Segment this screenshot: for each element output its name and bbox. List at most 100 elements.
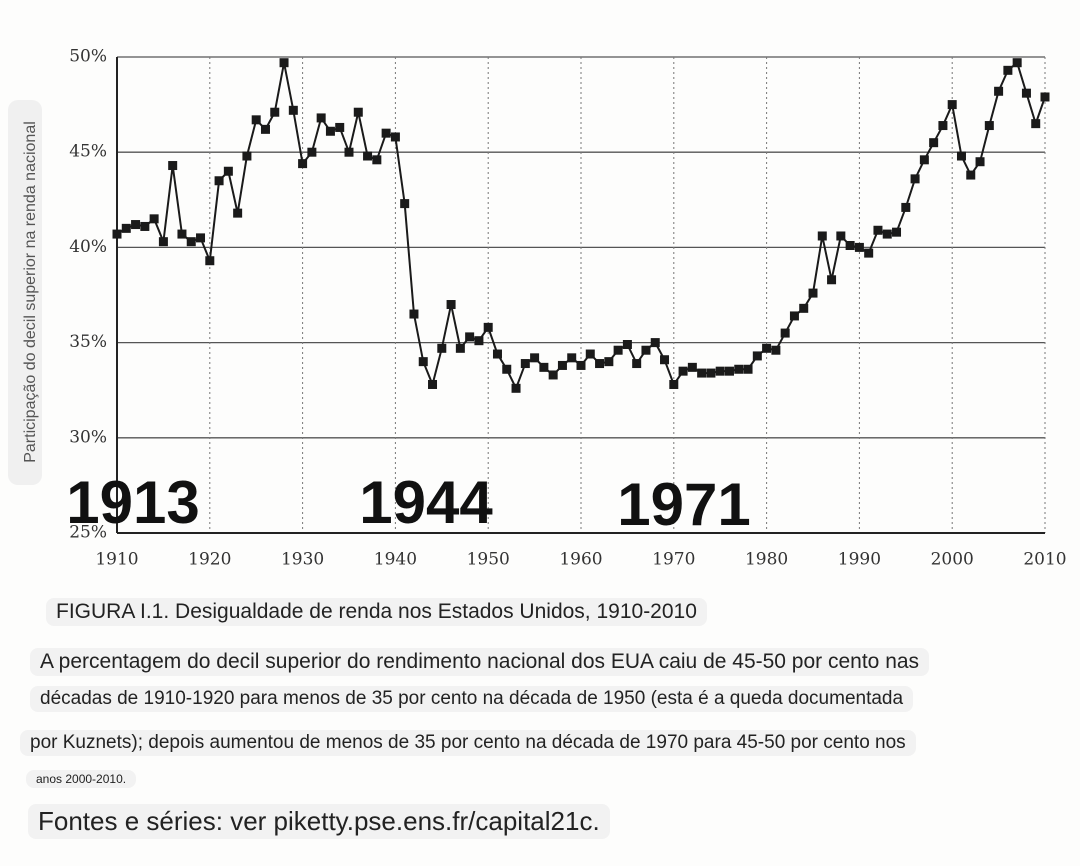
data-point (1012, 58, 1022, 68)
x-tick-label: 1950 (467, 550, 510, 570)
data-point (242, 151, 252, 161)
x-tick-label: 1960 (559, 550, 602, 570)
data-point (418, 357, 428, 367)
data-point (520, 359, 530, 369)
chart: Participação do decil superior na renda … (8, 47, 1067, 570)
data-point (548, 370, 558, 380)
data-point (502, 364, 512, 374)
data-point (799, 303, 809, 313)
x-tick-label: 1920 (188, 550, 231, 570)
data-point (158, 237, 168, 247)
data-point (892, 227, 902, 237)
x-tick-label: 2000 (931, 550, 974, 570)
data-point (196, 233, 206, 243)
data-point (186, 237, 196, 247)
data-point (780, 328, 790, 338)
data-point (938, 121, 948, 131)
data-point (984, 121, 994, 131)
data-point (864, 248, 874, 258)
data-point (270, 107, 280, 117)
data-point (604, 357, 614, 367)
description-line: por Kuznets); depois aumentou de menos d… (20, 730, 916, 756)
y-tick-label: 35% (69, 332, 107, 352)
data-point (882, 229, 892, 239)
data-point (966, 170, 976, 180)
data-point (121, 223, 131, 233)
data-point (1031, 119, 1041, 129)
data-point (576, 360, 586, 370)
y-tick-label: 25% (69, 523, 107, 543)
data-point (854, 242, 864, 252)
data-point (650, 338, 660, 348)
data-point (205, 256, 215, 266)
y-tick-label: 40% (69, 237, 107, 257)
data-point (214, 176, 224, 186)
source: Fontes e séries: ver piketty.pse.ens.fr/… (28, 804, 610, 839)
data-point (539, 362, 549, 372)
data-point (168, 161, 178, 171)
data-point (428, 379, 438, 389)
y-tick-label: 50% (69, 47, 107, 67)
data-point (910, 174, 920, 184)
data-point (307, 147, 317, 157)
data-point (131, 220, 141, 230)
data-point (715, 366, 725, 376)
data-point (901, 202, 911, 212)
y-axis-label: Participação do decil superior na renda … (22, 121, 39, 463)
data-point (595, 359, 605, 369)
data-point (1040, 92, 1050, 102)
data-point (613, 345, 623, 355)
data-point (660, 355, 670, 365)
description-line: décadas de 1910-1920 para menos de 35 po… (30, 686, 914, 712)
x-tick-label: 1930 (281, 550, 324, 570)
data-point (288, 105, 298, 115)
data-point (140, 221, 150, 231)
data-point (669, 379, 679, 389)
data-point (789, 311, 799, 321)
data-point (808, 288, 818, 298)
figure-title: FIGURA I.1. Desigualdade de renda nos Es… (46, 598, 707, 626)
data-point (929, 138, 939, 148)
data-point (919, 155, 929, 165)
x-tick-label: 1980 (745, 550, 788, 570)
data-point (687, 362, 697, 372)
data-point (1003, 65, 1013, 75)
data-point (251, 115, 261, 125)
data-point (409, 309, 419, 319)
data-point (279, 58, 289, 68)
y-tick-label: 45% (69, 142, 107, 162)
x-tick-label: 1970 (652, 550, 695, 570)
x-tick-label: 1990 (838, 550, 881, 570)
data-point (298, 159, 308, 169)
data-point (446, 300, 456, 310)
annotation: 1971 (617, 471, 750, 538)
data-point (622, 340, 632, 350)
data-point (678, 366, 688, 376)
data-point (817, 231, 827, 241)
data-point (724, 366, 734, 376)
data-point (455, 343, 465, 353)
data-point (335, 122, 345, 132)
annotation: 1944 (359, 469, 493, 536)
x-tick-label: 1910 (95, 550, 138, 570)
data-point (557, 360, 567, 370)
data-point (511, 383, 521, 393)
data-point (873, 225, 883, 235)
data-point (845, 240, 855, 250)
x-tick-label: 2010 (1023, 550, 1066, 570)
data-point (437, 343, 447, 353)
data-point (260, 124, 270, 134)
x-tick-label: 1940 (374, 550, 417, 570)
data-point (149, 214, 159, 224)
data-point (390, 132, 400, 142)
data-point (465, 332, 475, 342)
data-point (381, 128, 391, 138)
data-point (1021, 88, 1031, 98)
data-point (734, 364, 744, 374)
data-line (116, 60, 1046, 391)
data-point (353, 107, 363, 117)
data-point (994, 86, 1004, 96)
data-point (474, 336, 484, 346)
data-point (567, 353, 577, 363)
